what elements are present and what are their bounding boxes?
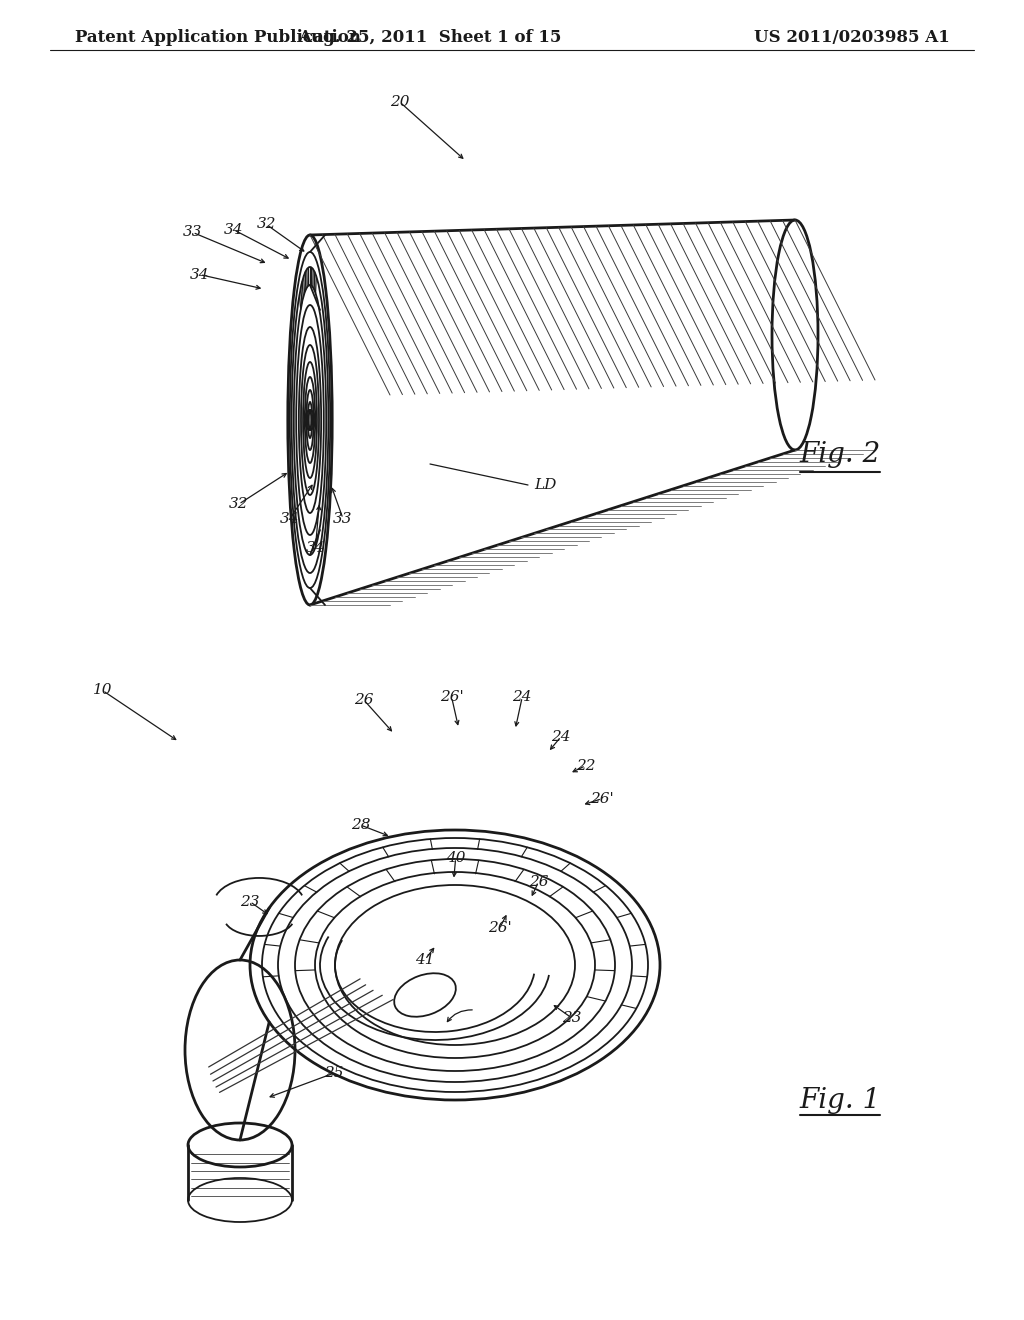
Text: 20: 20 [389, 95, 410, 108]
Text: 34: 34 [280, 512, 300, 525]
Text: Fig. 1: Fig. 1 [800, 1086, 881, 1114]
Text: Patent Application Publication: Patent Application Publication [75, 29, 360, 46]
Text: Fig. 2: Fig. 2 [800, 441, 881, 469]
Text: 22: 22 [575, 759, 596, 772]
Text: LD: LD [534, 478, 556, 492]
Text: 25: 25 [324, 1067, 344, 1080]
Text: US 2011/0203985 A1: US 2011/0203985 A1 [755, 29, 950, 46]
Text: 34: 34 [305, 541, 326, 554]
Text: 33: 33 [182, 226, 203, 239]
Text: 40: 40 [445, 851, 466, 865]
Text: 23: 23 [561, 1011, 582, 1024]
Text: 23: 23 [240, 895, 260, 908]
Text: 24: 24 [551, 730, 571, 743]
Text: 33: 33 [333, 512, 353, 525]
Text: Aug. 25, 2011  Sheet 1 of 15: Aug. 25, 2011 Sheet 1 of 15 [298, 29, 562, 46]
Text: 34: 34 [223, 223, 244, 236]
Text: 26: 26 [353, 693, 374, 706]
Text: 26: 26 [528, 875, 549, 888]
Text: 10: 10 [92, 684, 113, 697]
Text: 34: 34 [189, 268, 210, 281]
Text: 28: 28 [350, 818, 371, 832]
Text: 26': 26' [590, 792, 614, 805]
Text: 32: 32 [256, 218, 276, 231]
Text: 41: 41 [415, 953, 435, 966]
Text: 24: 24 [512, 690, 532, 704]
Text: 26': 26' [439, 690, 464, 704]
Text: 26': 26' [487, 921, 512, 935]
Text: 32: 32 [228, 498, 249, 511]
